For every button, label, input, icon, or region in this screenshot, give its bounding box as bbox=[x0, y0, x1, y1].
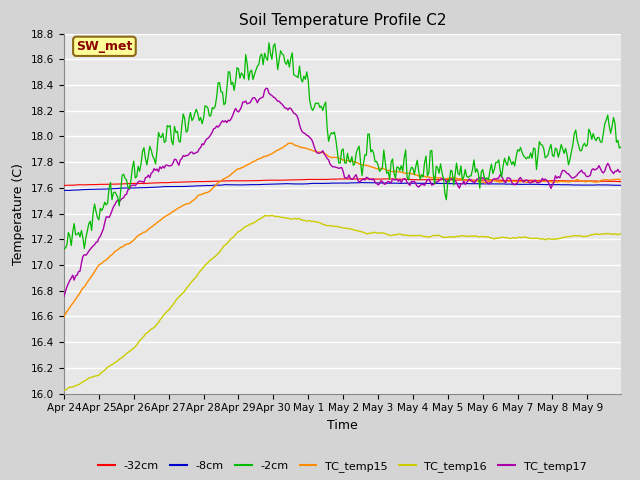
X-axis label: Time: Time bbox=[327, 419, 358, 432]
Title: Soil Temperature Profile C2: Soil Temperature Profile C2 bbox=[239, 13, 446, 28]
Text: SW_met: SW_met bbox=[76, 40, 132, 53]
Legend: -32cm, -8cm, -2cm, TC_temp15, TC_temp16, TC_temp17: -32cm, -8cm, -2cm, TC_temp15, TC_temp16,… bbox=[94, 457, 591, 477]
Y-axis label: Temperature (C): Temperature (C) bbox=[12, 163, 26, 264]
